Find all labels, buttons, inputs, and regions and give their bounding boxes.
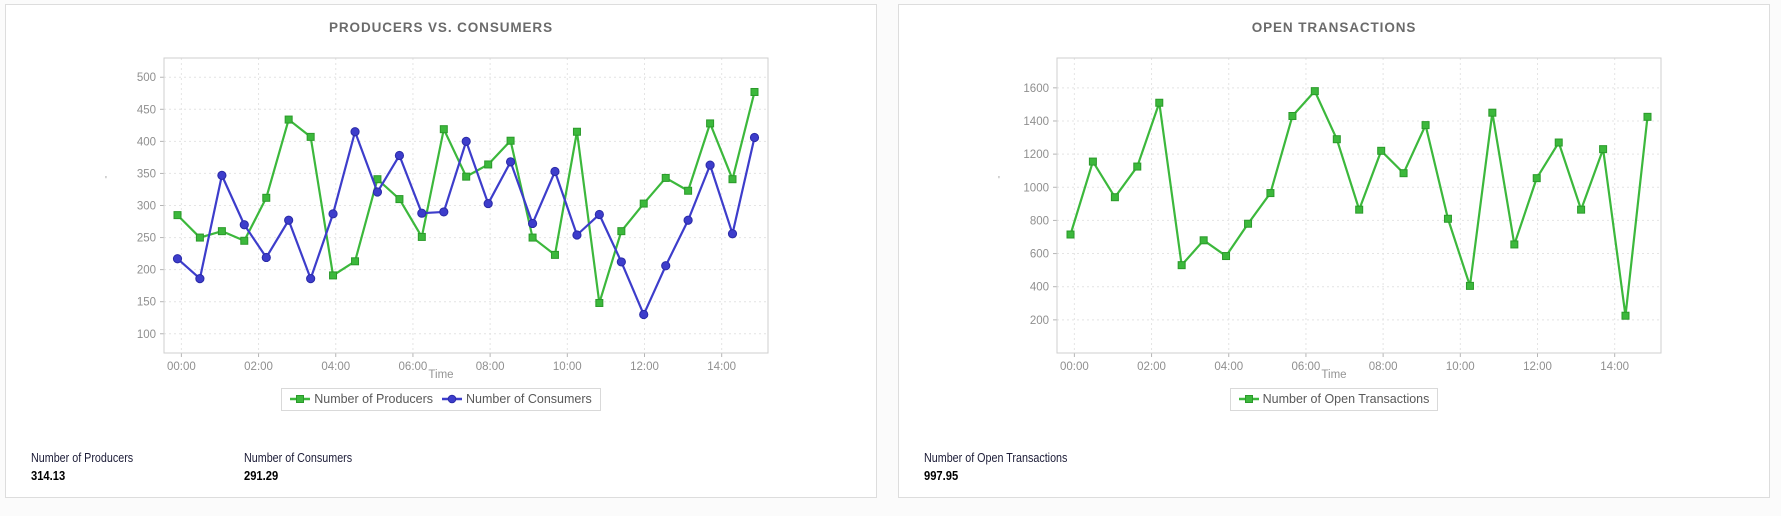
legend-label: Number of Consumers — [466, 392, 592, 406]
stat-label: Number of Producers — [31, 451, 134, 465]
svg-text:06:00: 06:00 — [1292, 361, 1321, 373]
svg-text:10:00: 10:00 — [553, 361, 582, 373]
svg-text:250: 250 — [137, 233, 156, 245]
chart-title: PRODUCERS VS. CONSUMERS — [329, 20, 553, 35]
svg-text:300: 300 — [137, 201, 156, 213]
svg-text:04:00: 04:00 — [1214, 361, 1243, 373]
svg-text:02:00: 02:00 — [244, 361, 273, 373]
svg-text:450: 450 — [137, 104, 156, 116]
svg-text:1400: 1400 — [1023, 116, 1049, 128]
legend-row: Number of Producers Number of Consumers — [6, 388, 876, 411]
chart-title: OPEN TRANSACTIONS — [1251, 20, 1417, 35]
svg-text:00:00: 00:00 — [1060, 361, 1089, 373]
legend: Number of Producers Number of Consumers — [281, 388, 601, 411]
stat-value: 997.95 — [924, 468, 959, 483]
svg-text:00:00: 00:00 — [167, 361, 196, 373]
legend-label: Number of Producers — [314, 392, 434, 406]
stat-producers: Number of Producers 314.13 — [31, 451, 133, 483]
svg-text:800: 800 — [1030, 215, 1049, 227]
stat-value: 291.29 — [244, 468, 279, 483]
svg-text:200: 200 — [1030, 315, 1049, 327]
x-axis-label: Time — [428, 369, 454, 381]
svg-text:400: 400 — [137, 136, 156, 148]
stat-open-transactions: Number of Open Transactions 997.95 — [924, 451, 1067, 483]
svg-text:1000: 1000 — [1023, 182, 1049, 194]
legend-item-open-transactions[interactable]: Number of Open Transactions — [1238, 392, 1430, 406]
y-axis-label: ' — [105, 175, 107, 186]
stat-label: Number of Open Transactions — [924, 451, 1068, 465]
svg-text:350: 350 — [137, 168, 156, 180]
svg-text:10:00: 10:00 — [1446, 361, 1475, 373]
panel-open-transactions: OPEN TRANSACTIONS 200 400 600 800 1000 1200 14… — [898, 4, 1770, 498]
svg-text:400: 400 — [1030, 282, 1049, 294]
svg-text:12:00: 12:00 — [630, 361, 659, 373]
consumers-legend-icon — [442, 394, 463, 404]
svg-text:04:00: 04:00 — [321, 361, 350, 373]
legend-label: Number of Open Transactions — [1262, 392, 1430, 406]
stat-value: 314.13 — [31, 468, 66, 483]
x-axis-label: Time — [1321, 369, 1347, 381]
svg-text:600: 600 — [1030, 249, 1049, 261]
stat-consumers: Number of Consumers 291.29 — [244, 451, 352, 483]
producers-consumers-chart[interactable]: 100 150 200 250 300 350 400 450 500 00:00 02:00 04:… — [6, 45, 876, 379]
svg-text:150: 150 — [137, 297, 156, 309]
legend-item-producers[interactable]: Number of Producers — [290, 392, 433, 406]
stat-label: Number of Consumers — [244, 451, 353, 465]
legend-row: Number of Open Transactions — [899, 388, 1769, 411]
panel-producers-vs-consumers: PRODUCERS VS. CONSUMERS 100 150 200 250 300 3… — [5, 4, 877, 498]
y-axis-label: ' — [998, 175, 1000, 186]
open-transactions-legend-icon — [1238, 395, 1259, 403]
svg-text:500: 500 — [137, 72, 156, 84]
svg-text:06:00: 06:00 — [399, 361, 428, 373]
svg-text:08:00: 08:00 — [1369, 361, 1398, 373]
svg-text:08:00: 08:00 — [476, 361, 505, 373]
legend-item-consumers[interactable]: Number of Consumers — [442, 392, 592, 406]
producers-legend-icon — [290, 395, 311, 403]
svg-text:1600: 1600 — [1023, 83, 1049, 95]
svg-text:1200: 1200 — [1023, 149, 1049, 161]
svg-text:100: 100 — [137, 329, 156, 341]
svg-text:12:00: 12:00 — [1523, 361, 1552, 373]
svg-text:200: 200 — [137, 265, 156, 277]
open-transactions-chart[interactable]: 200 400 600 800 1000 1200 1400 1600 00:00 02:00 04… — [899, 45, 1769, 379]
svg-text:14:00: 14:00 — [1600, 361, 1629, 373]
svg-text:02:00: 02:00 — [1137, 361, 1166, 373]
legend: Number of Open Transactions — [1229, 388, 1439, 411]
svg-text:14:00: 14:00 — [707, 361, 736, 373]
